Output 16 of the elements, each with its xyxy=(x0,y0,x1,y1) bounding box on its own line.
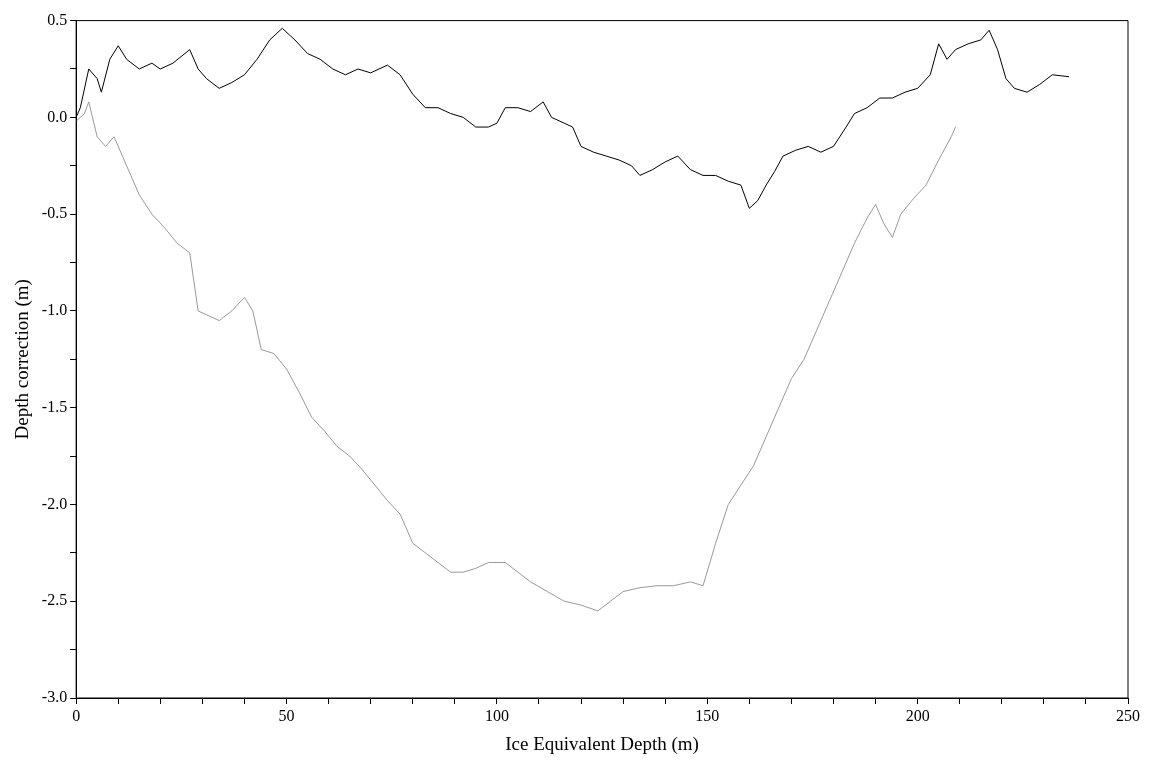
y-tick-label: -0.5 xyxy=(41,204,68,222)
x-axis-title: Ice Equivalent Depth (m) xyxy=(505,732,699,755)
x-tick-label: 200 xyxy=(905,706,930,724)
x-tick-label: 50 xyxy=(278,706,295,724)
x-tick-label: 150 xyxy=(695,706,720,724)
y-tick-label: -1.0 xyxy=(41,301,68,319)
x-tick-label: 0 xyxy=(72,706,81,724)
y-tick-label: 0.5 xyxy=(47,10,68,28)
y-axis-title: Depth correction (m) xyxy=(11,279,34,440)
y-tick-label: -2.5 xyxy=(41,591,68,609)
y-tick-label: -2.0 xyxy=(41,494,68,512)
y-tick-label: 0.0 xyxy=(47,107,68,125)
y-tick-label: -1.5 xyxy=(41,397,68,415)
y-tick-label: -3.0 xyxy=(41,688,68,706)
x-tick-label: 250 xyxy=(1116,706,1140,724)
x-tick-label: 100 xyxy=(484,706,509,724)
